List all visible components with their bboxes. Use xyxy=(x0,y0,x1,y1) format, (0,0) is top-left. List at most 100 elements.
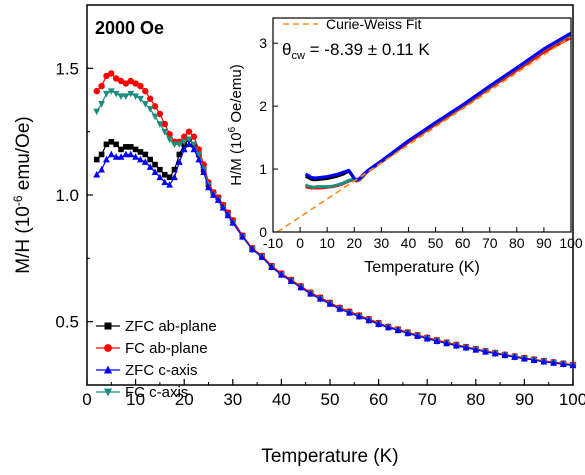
data-point xyxy=(219,203,227,211)
data-point xyxy=(118,146,124,153)
data-point xyxy=(103,141,110,148)
data-point xyxy=(530,356,538,363)
legend-label-fc-c: FC c-axis xyxy=(125,384,188,401)
data-point xyxy=(239,233,246,240)
data-point xyxy=(559,360,567,368)
data-point xyxy=(127,77,134,85)
data-point xyxy=(185,136,193,144)
data-point xyxy=(180,139,188,146)
data-point xyxy=(195,155,203,163)
data-point xyxy=(93,87,100,95)
data-point xyxy=(112,153,120,160)
data-point xyxy=(268,263,276,270)
data-point xyxy=(146,163,154,170)
data-point xyxy=(98,165,105,173)
data-point xyxy=(491,349,499,357)
main-x-tick-label: 50 xyxy=(321,390,340,409)
curie-weiss-temperature: θcw = -8.39 ± 0.11 K xyxy=(282,40,430,62)
data-point xyxy=(540,357,548,365)
inset-y-tick-label: 0 xyxy=(259,224,267,240)
theta-value: = -8.39 ± 0.11 K xyxy=(305,40,430,59)
data-point xyxy=(229,219,237,226)
inset-x-tick-label: 90 xyxy=(536,235,552,251)
data-point xyxy=(98,151,105,158)
legend-marker xyxy=(103,388,113,397)
data-point xyxy=(200,168,208,175)
data-point xyxy=(278,271,285,278)
inset-y-axis-title: H/M (106 Oe/emu) xyxy=(227,64,245,185)
data-point xyxy=(175,141,183,149)
main-y-axis-title: M/H (10-6 emu/Oe) xyxy=(11,116,34,273)
data-point xyxy=(112,90,120,98)
inset-y-title-part-1: H/M (10 xyxy=(228,132,245,185)
data-point xyxy=(146,95,154,102)
main-x-tick-label: 60 xyxy=(369,390,388,409)
data-point xyxy=(171,141,178,149)
inset-series-line xyxy=(304,31,572,182)
data-point xyxy=(103,155,110,163)
data-point xyxy=(287,277,295,284)
data-point xyxy=(511,353,519,360)
data-point xyxy=(443,339,451,347)
data-point xyxy=(117,93,125,100)
inset-x-tick-label: -10 xyxy=(263,235,283,251)
data-point xyxy=(248,245,256,253)
data-point xyxy=(108,139,115,145)
data-point xyxy=(117,153,125,160)
data-point xyxy=(569,361,577,369)
data-point xyxy=(151,103,159,110)
data-point xyxy=(112,75,120,82)
data-point xyxy=(103,90,110,98)
data-point xyxy=(161,128,169,136)
main-y-title-exponent: -6 xyxy=(11,195,25,206)
legend-marker xyxy=(104,322,112,330)
inset-background xyxy=(265,13,571,235)
data-point xyxy=(214,196,222,203)
data-point xyxy=(93,156,100,163)
inset-x-tick-label: 100 xyxy=(559,235,583,251)
data-point xyxy=(423,334,431,342)
data-point xyxy=(142,151,149,158)
main-y-title-part-1: M/H (10 xyxy=(13,206,34,274)
data-point xyxy=(151,168,159,175)
data-point xyxy=(132,146,139,153)
data-point xyxy=(171,173,178,181)
data-point xyxy=(185,140,193,148)
data-point xyxy=(122,150,130,158)
data-point xyxy=(107,88,115,95)
legend-marker xyxy=(103,365,113,374)
data-point xyxy=(185,128,193,135)
inset-x-tick-label: 60 xyxy=(455,235,471,251)
legend-label-zfc-c: ZFC c-axis xyxy=(125,362,198,379)
data-point xyxy=(209,191,217,198)
data-point xyxy=(152,161,158,168)
data-point xyxy=(161,120,168,128)
main-x-tick-label: 20 xyxy=(175,390,194,409)
inset-x-tick-label: 80 xyxy=(509,235,525,251)
data-point xyxy=(346,309,353,316)
data-point xyxy=(156,121,164,128)
main-x-tick-label: 40 xyxy=(272,390,291,409)
data-point xyxy=(132,80,139,87)
data-point xyxy=(113,141,119,148)
main-x-tick-label: 10 xyxy=(126,390,145,409)
inset-series-layer xyxy=(276,31,572,233)
data-point xyxy=(93,170,101,178)
inset-y-tick-label: 1 xyxy=(259,161,267,177)
theta-subscript: cw xyxy=(291,50,305,62)
data-point xyxy=(166,174,173,181)
data-point xyxy=(132,153,139,160)
data-point xyxy=(365,316,373,324)
data-point xyxy=(117,77,125,85)
data-point xyxy=(93,108,101,116)
data-point xyxy=(180,145,188,153)
data-point xyxy=(336,305,344,312)
main-x-tick-label: 0 xyxy=(82,390,91,409)
legend-marker xyxy=(104,344,112,352)
data-point xyxy=(98,101,105,108)
data-point xyxy=(137,82,144,90)
data-point xyxy=(147,156,153,163)
data-point xyxy=(433,337,441,344)
